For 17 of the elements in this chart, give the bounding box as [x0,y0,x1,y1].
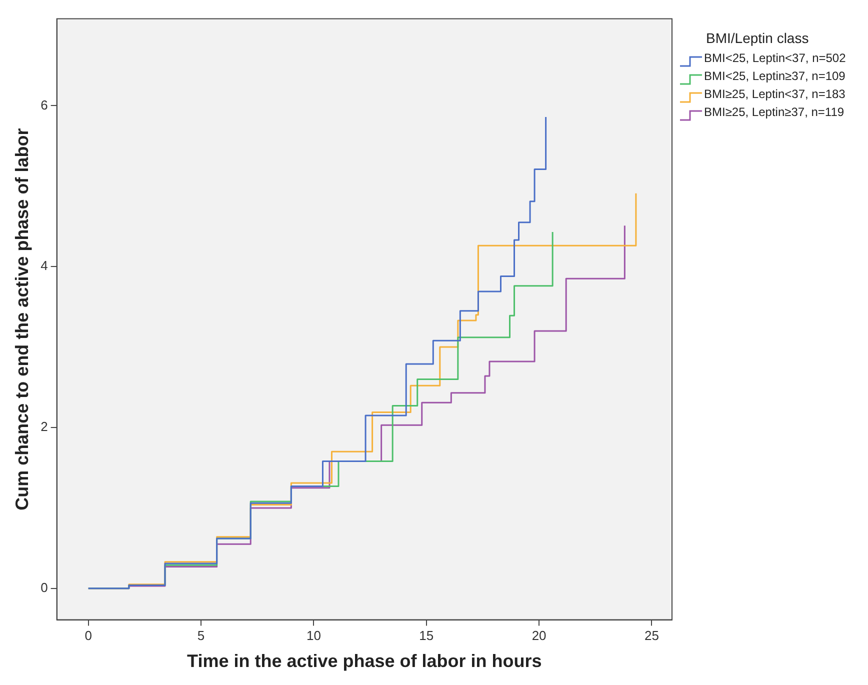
x-axis-title: Time in the active phase of labor in hours [187,651,542,672]
x-tick-label: 25 [644,628,659,644]
x-tick-label: 5 [197,628,205,644]
legend-title: BMI/Leptin class [706,30,810,46]
x-tick-label: 10 [306,628,321,644]
legend-label: BMI≥25, Leptin≥37, n=119 [704,105,846,119]
y-tick-label: 2 [40,419,48,434]
legend-label: BMI<25, Leptin≥37, n=109 [704,69,846,83]
legend-label: BMI<25, Leptin<37, n=502 [704,51,847,65]
x-tick-label: 15 [419,628,434,644]
y-tick-label: 0 [40,580,48,595]
y-tick-label: 6 [40,97,48,112]
x-tick-label: 0 [84,628,92,644]
x-tick-label: 20 [532,628,546,644]
y-axis-title: Cum chance to end the active phase of labor [12,128,32,510]
y-tick-label: 4 [40,258,48,274]
legend-label: BMI≥25, Leptin<37, n=183 [704,87,846,101]
